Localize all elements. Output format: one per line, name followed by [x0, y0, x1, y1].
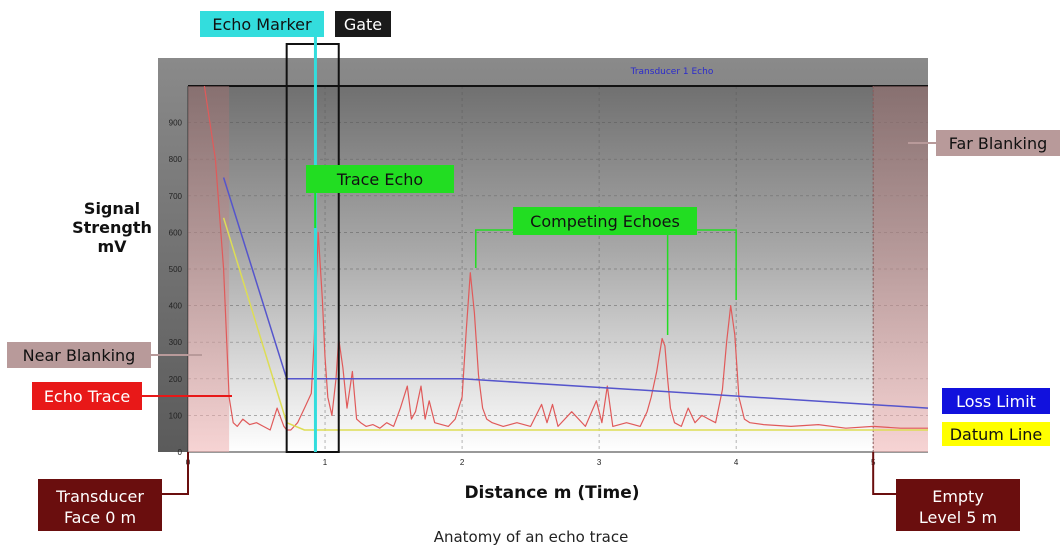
loss-limit-label-bg — [942, 388, 1050, 414]
loss-limit-label: Loss Limit — [942, 388, 1050, 414]
x-tick-label: 3 — [597, 458, 602, 467]
far-blanking-label-bg — [936, 130, 1060, 156]
competing-echoes-label-bg — [513, 207, 697, 235]
x-tick-label: 1 — [323, 458, 328, 467]
echo-trace-line — [203, 85, 928, 431]
transducer-face-line1: Transducer — [55, 487, 144, 506]
trace-echo-label: Trace Echo — [306, 165, 454, 193]
competing-echoes-label: Competing Echoes — [513, 207, 697, 235]
transducer-face-bg — [38, 479, 162, 531]
far-blanking-label-text: Far Blanking — [949, 134, 1048, 153]
y-tick-label: 800 — [169, 155, 183, 164]
y-tick-label: 500 — [169, 265, 183, 274]
competing-leader-3 — [697, 229, 737, 300]
near-blanking-label: Near Blanking — [7, 342, 151, 368]
empty-level-line1: Empty — [932, 487, 984, 506]
echo-trace-label-text: Echo Trace — [44, 387, 130, 406]
far-blanking-label: Far Blanking — [936, 130, 1060, 156]
blanking-zones — [188, 86, 928, 452]
empty-level-bg — [896, 479, 1020, 531]
echo-trace-label-bg — [32, 382, 142, 410]
callouts: Echo Marker Gate Trace Echo Competing Echoe… — [7, 11, 1060, 531]
x-tick-label: 2 — [460, 458, 465, 467]
x-axis-label: Distance m (Time) — [464, 483, 639, 503]
y-tick-label: 200 — [169, 375, 183, 384]
y-tick-label: 0 — [178, 448, 183, 457]
datum-line-label-text: Datum Line — [950, 425, 1043, 444]
transducer-face-line2: Face 0 m — [64, 508, 136, 527]
empty-level-line2: Level 5 m — [919, 508, 997, 527]
y-tick-label: 900 — [169, 119, 183, 128]
loss-limit-label-text: Loss Limit — [956, 392, 1036, 411]
empty-level-leader — [872, 452, 896, 495]
echo-marker-label-text: Echo Marker — [212, 15, 312, 34]
gate-label-bg — [335, 11, 391, 37]
y-tick-label: 700 — [169, 192, 183, 201]
near-blanking-label-text: Near Blanking — [23, 346, 136, 365]
far-blanking-zone — [873, 86, 928, 452]
datum-line-label: Datum Line — [942, 422, 1050, 446]
gate-box — [285, 43, 340, 453]
y-tick-label: 300 — [169, 338, 183, 347]
trace-echo-label-bg — [306, 165, 454, 193]
y-tick-label: 400 — [169, 302, 183, 311]
transducer-face-label: Transducer Face 0 m — [38, 479, 162, 531]
echo-marker-label: Echo Marker — [200, 11, 324, 37]
datum-line — [222, 217, 928, 431]
y-axis-label-line1: Signal — [84, 199, 140, 218]
empty-level-label: Empty Level 5 m — [896, 479, 1020, 531]
series — [203, 85, 929, 431]
echo-marker-label-bg — [200, 11, 324, 37]
gate-label: Gate — [335, 11, 391, 37]
near-blanking-label-bg — [7, 342, 151, 368]
y-tick-label: 600 — [169, 228, 183, 237]
plot-bottom-strip — [158, 452, 928, 460]
y-axis-label-line3: mV — [97, 237, 127, 256]
markers — [285, 36, 340, 453]
chart-title: Transducer 1 Echo — [630, 67, 714, 77]
datum-line-label-bg — [942, 422, 1050, 446]
figure-caption: Anatomy of an echo trace — [433, 528, 629, 546]
near-blanking-zone — [188, 86, 230, 452]
y-tick-label: 100 — [169, 411, 183, 420]
transducer-face-leader — [162, 452, 189, 495]
competing-leader-1 — [475, 229, 513, 268]
gate-label-text: Gate — [344, 15, 382, 34]
echo-trace-label: Echo Trace — [32, 382, 142, 410]
competing-echoes-label-text: Competing Echoes — [530, 212, 680, 231]
loss-limit-line — [222, 177, 929, 409]
trace-echo-label-text: Trace Echo — [336, 170, 423, 189]
y-axis-label-line2: Strength — [72, 218, 152, 237]
x-tick-label: 4 — [734, 458, 739, 467]
